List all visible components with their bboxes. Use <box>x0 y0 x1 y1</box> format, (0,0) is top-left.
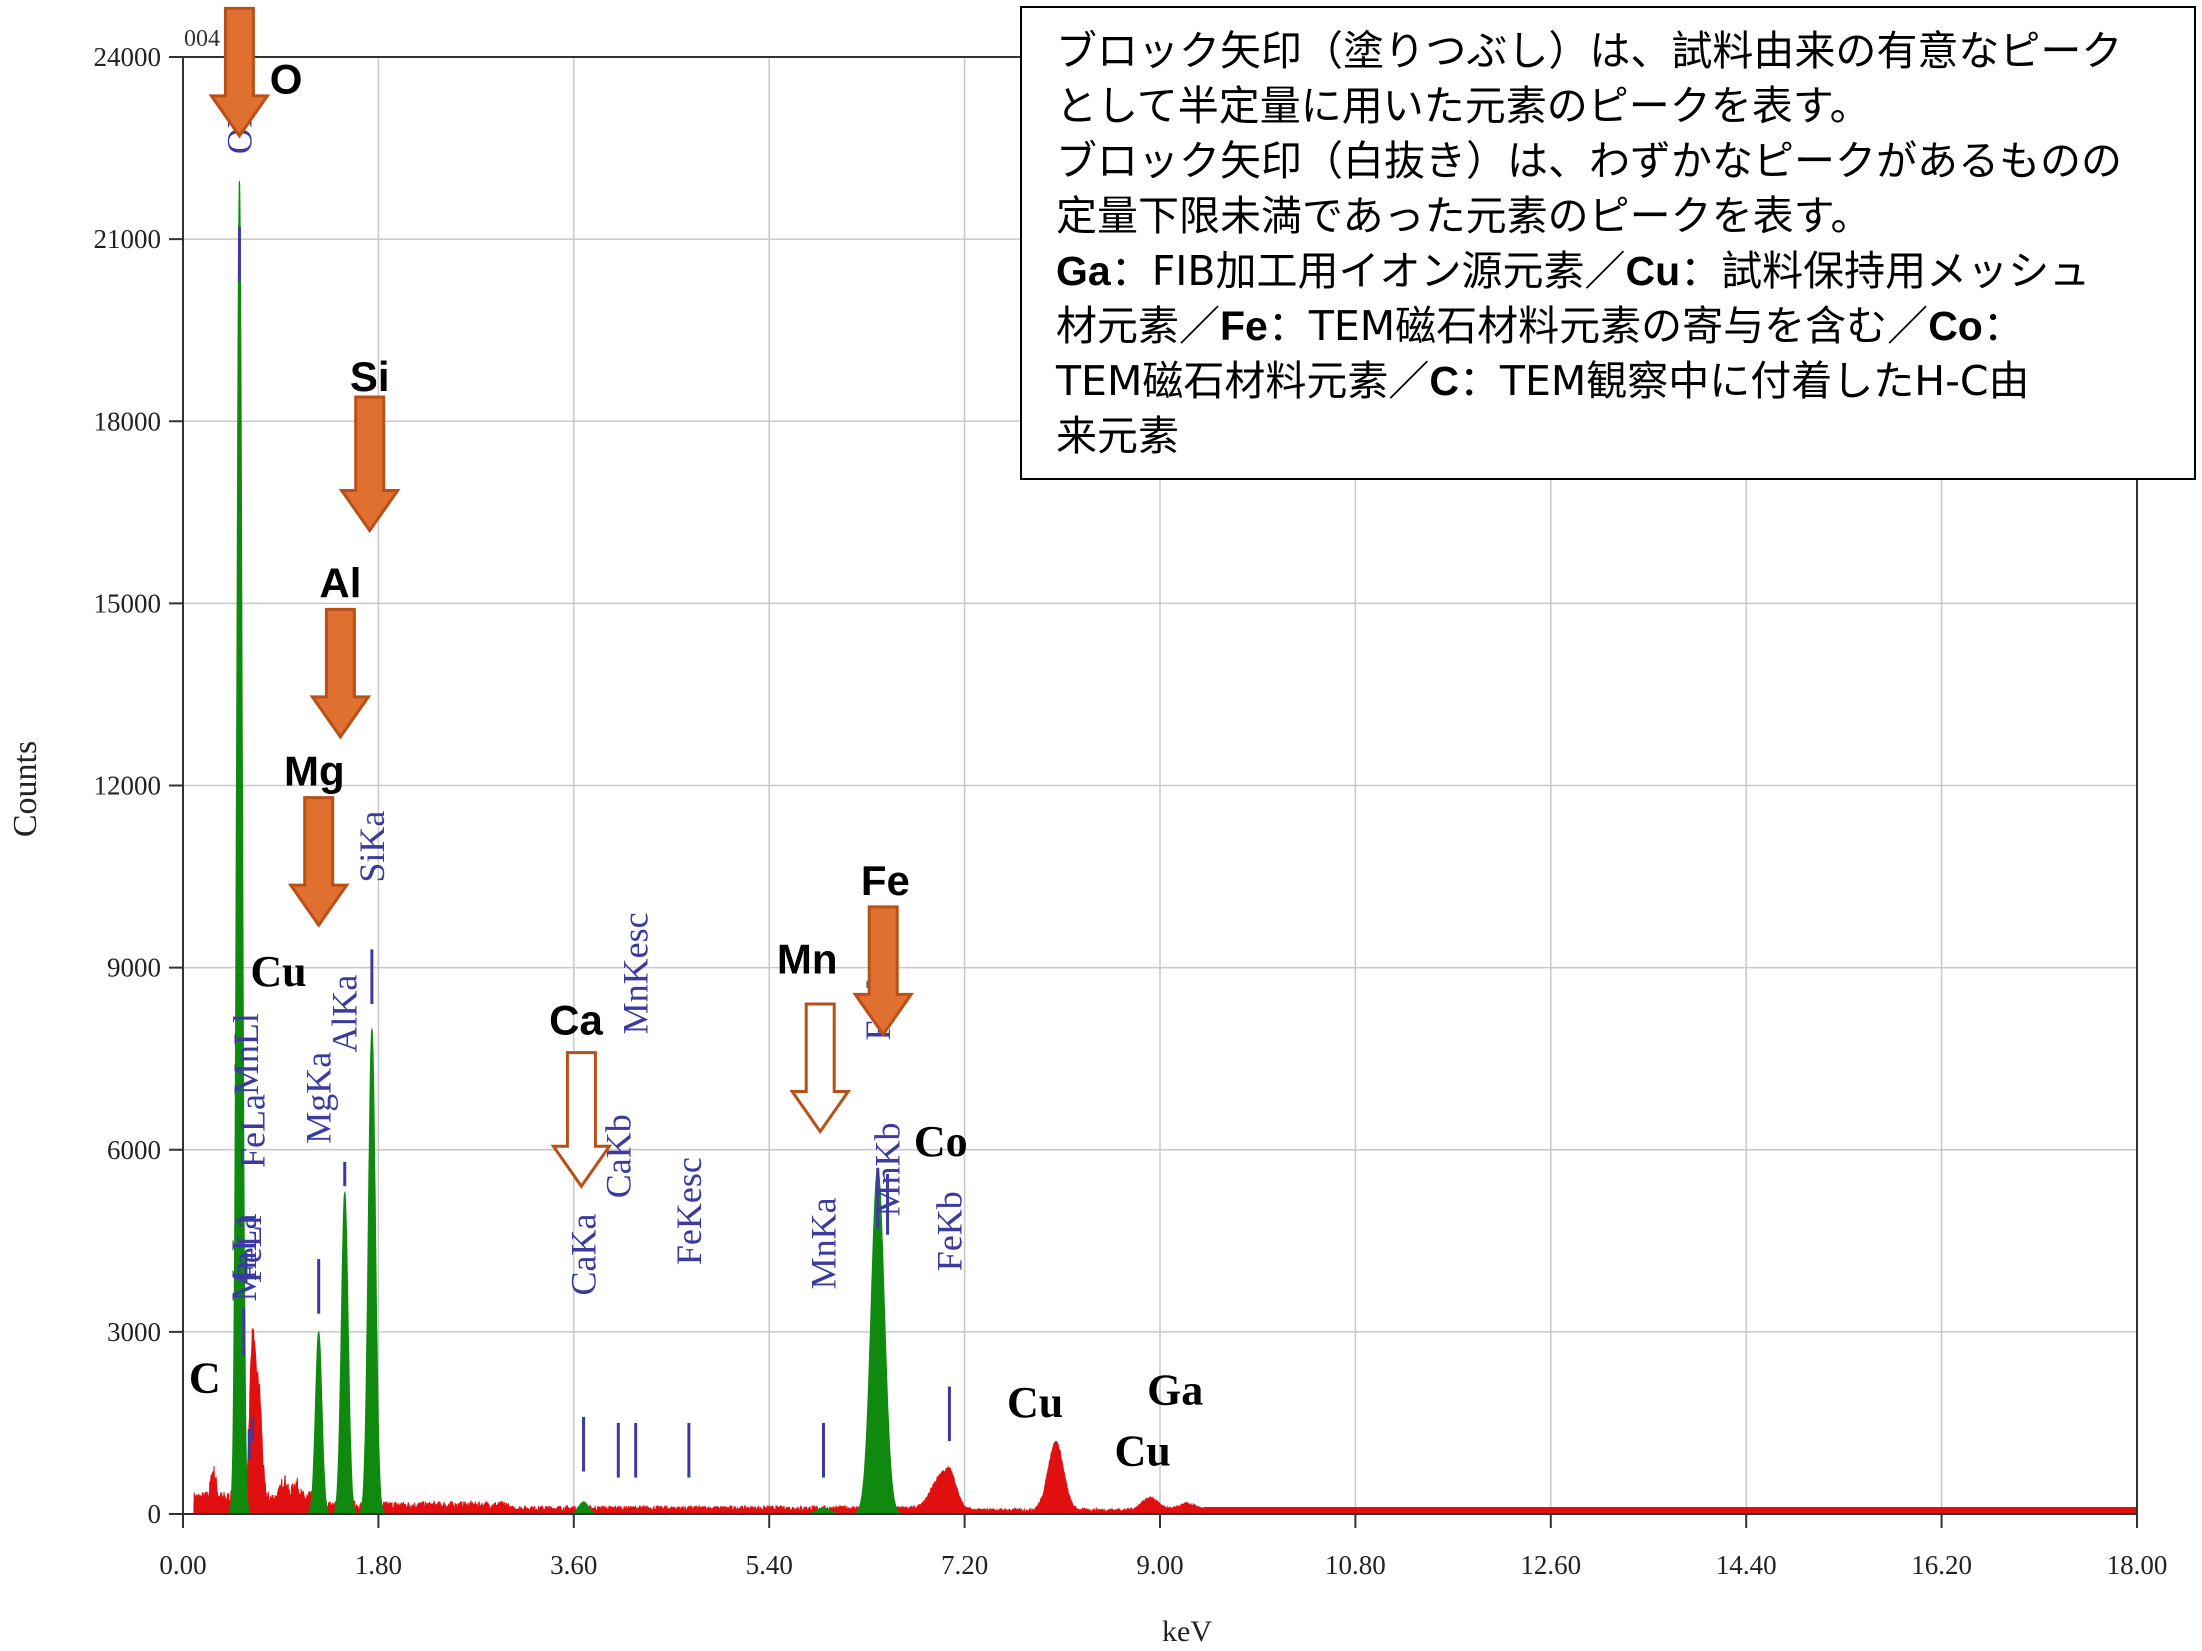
element-label-1: Si <box>350 353 390 400</box>
y-tick-label-3: 9000 <box>107 953 161 983</box>
element-label-3: Mg <box>284 748 345 795</box>
arrow-mg-filled <box>287 796 350 928</box>
arrow-o-filled <box>208 6 271 139</box>
y-tick-label-4: 12000 <box>94 771 162 801</box>
note-co: Co <box>1928 303 1983 349</box>
note-line-1: ブロック矢印（塗りつぶし）は、試料由来の有意なピーク <box>1056 27 2123 75</box>
element-label-0: O <box>270 55 303 102</box>
note-line-8: 来元素 <box>1056 412 1179 460</box>
arrow-ca-outline <box>550 1051 613 1189</box>
element-label-4: Cu <box>250 947 306 996</box>
x-axis-label: keV <box>1162 1615 1212 1648</box>
element-label-6: Mn <box>777 936 838 983</box>
line-marker-label-10: MnKesc <box>616 912 656 1034</box>
element-label-11: Ga <box>1147 1366 1203 1415</box>
note-line-6: 材元素／Fe：TEM磁石材料元素の寄与を含む／Co： <box>1056 299 2174 354</box>
corner-label: 004 <box>184 26 220 52</box>
y-tick-label-7: 21000 <box>94 224 162 254</box>
y-axis-ticks: 0 3000 6000 9000 12000 15000 18000 21000 24000 <box>94 42 183 1529</box>
line-marker-label-6: AlKa <box>325 975 365 1053</box>
y-tick-label-2: 6000 <box>107 1135 161 1165</box>
line-marker-label-15: FeKb <box>929 1191 969 1271</box>
x-tick-label-6: 10.80 <box>1325 1550 1386 1580</box>
arrow-mn-outline <box>789 1002 852 1135</box>
x-tick-label-5: 9.00 <box>1136 1550 1183 1580</box>
line-marker-label-5: MgKa <box>299 1052 339 1144</box>
x-tick-label-4: 7.20 <box>941 1550 988 1580</box>
line-marker-label-7: SiKa <box>352 811 392 883</box>
x-axis-ticks: 0.00 1.80 3.60 5.40 7.20 9.00 10.80 12.60 14.40 1… <box>159 1514 2167 1580</box>
y-tick-label-1: 3000 <box>107 1317 161 1347</box>
note-cu-text-b: 材元素／ <box>1056 302 1220 350</box>
arrow-al-filled <box>309 607 372 740</box>
note-co-text-b: TEM磁石材料元素／ <box>1056 357 1430 405</box>
line-marker-label-2: FeLa <box>233 1094 273 1168</box>
note-cu-text-a: ：試料保持用メッシュ <box>1680 247 2091 295</box>
note-fe: Fe <box>1220 303 1268 349</box>
note-co-text-a: ： <box>1982 302 2024 350</box>
spectrum-baseline-tail <box>1203 1507 2137 1514</box>
element-arrows <box>208 6 915 1189</box>
x-tick-label-10: 18.00 <box>2107 1550 2168 1580</box>
line-marker-label-11: FeKesc <box>669 1157 709 1265</box>
note-c-text-a: ：TEM観察中に付着したH-C由 <box>1458 357 2030 405</box>
note-line-5: Ga：FIB加工用イオン源元素／Cu：試料保持用メッシュ <box>1056 244 2174 299</box>
x-tick-label-0: 0.00 <box>159 1550 206 1580</box>
arrow-fe-filled <box>852 905 915 1038</box>
line-marker-label-13: MnKb <box>868 1122 908 1216</box>
line-marker-label-9: CaKb <box>598 1114 638 1198</box>
x-tick-label-1: 1.80 <box>355 1550 402 1580</box>
note-fe-text: ：TEM磁石材料元素の寄与を含む／ <box>1267 302 1929 350</box>
note-ga: Ga <box>1056 248 1111 294</box>
line-marker-label-8: CaKa <box>564 1214 604 1296</box>
note-line-7: TEM磁石材料元素／C：TEM観察中に付着したH-C由 <box>1056 354 2174 409</box>
line-marker-label-12: MnKa <box>804 1197 844 1289</box>
note-cu: Cu <box>1625 248 1681 294</box>
element-label-8: Co <box>914 1117 968 1166</box>
element-label-9: C <box>189 1354 221 1403</box>
x-tick-label-7: 12.60 <box>1520 1550 1581 1580</box>
y-tick-label-5: 15000 <box>94 588 162 618</box>
line-markers: OKaMnLaFeLaFeLlMnLlMgKaAlKaSiKaCaKaCaKbM… <box>219 86 969 1478</box>
x-tick-label-2: 3.60 <box>550 1550 597 1580</box>
note-c: C <box>1429 358 1459 404</box>
note-line-2: として半定量に用いた元素のピークを表す。 <box>1056 82 1871 130</box>
element-label-7: Fe <box>861 857 910 904</box>
x-tick-label-9: 16.20 <box>1911 1550 1972 1580</box>
y-tick-label-8: 24000 <box>94 42 162 72</box>
line-marker-label-3: FeLl <box>229 1215 269 1283</box>
x-tick-label-8: 14.40 <box>1716 1550 1777 1580</box>
arrow-si-filled <box>338 395 401 534</box>
y-tick-label-0: 0 <box>148 1499 162 1529</box>
legend-note: ブロック矢印（塗りつぶし）は、試料由来の有意なピーク として半定量に用いた元素の… <box>1020 6 2196 480</box>
note-line-4: 定量下限未満であった元素のピークを表す。 <box>1056 192 1872 240</box>
y-axis-label: Counts <box>7 741 44 837</box>
element-label-2: Al <box>319 559 361 606</box>
element-label-12: Cu <box>1115 1426 1171 1475</box>
y-tick-label-6: 18000 <box>94 406 162 436</box>
line-marker-label-4: MnLl <box>226 1013 266 1095</box>
note-ga-text: ：FIB加工用イオン源元素／ <box>1110 247 1626 295</box>
element-label-5: Ca <box>549 996 603 1043</box>
x-tick-label-3: 5.40 <box>746 1550 793 1580</box>
line-marker-label-1: MnLa <box>224 1214 264 1302</box>
element-label-10: Cu <box>1007 1378 1063 1427</box>
note-line-3: ブロック矢印（白抜き）は、わずかなピークがあるものの <box>1056 137 2122 185</box>
element-labels: O Si Al Mg Cu Ca Mn Fe Co C Cu Ga Cu <box>189 55 1203 1475</box>
